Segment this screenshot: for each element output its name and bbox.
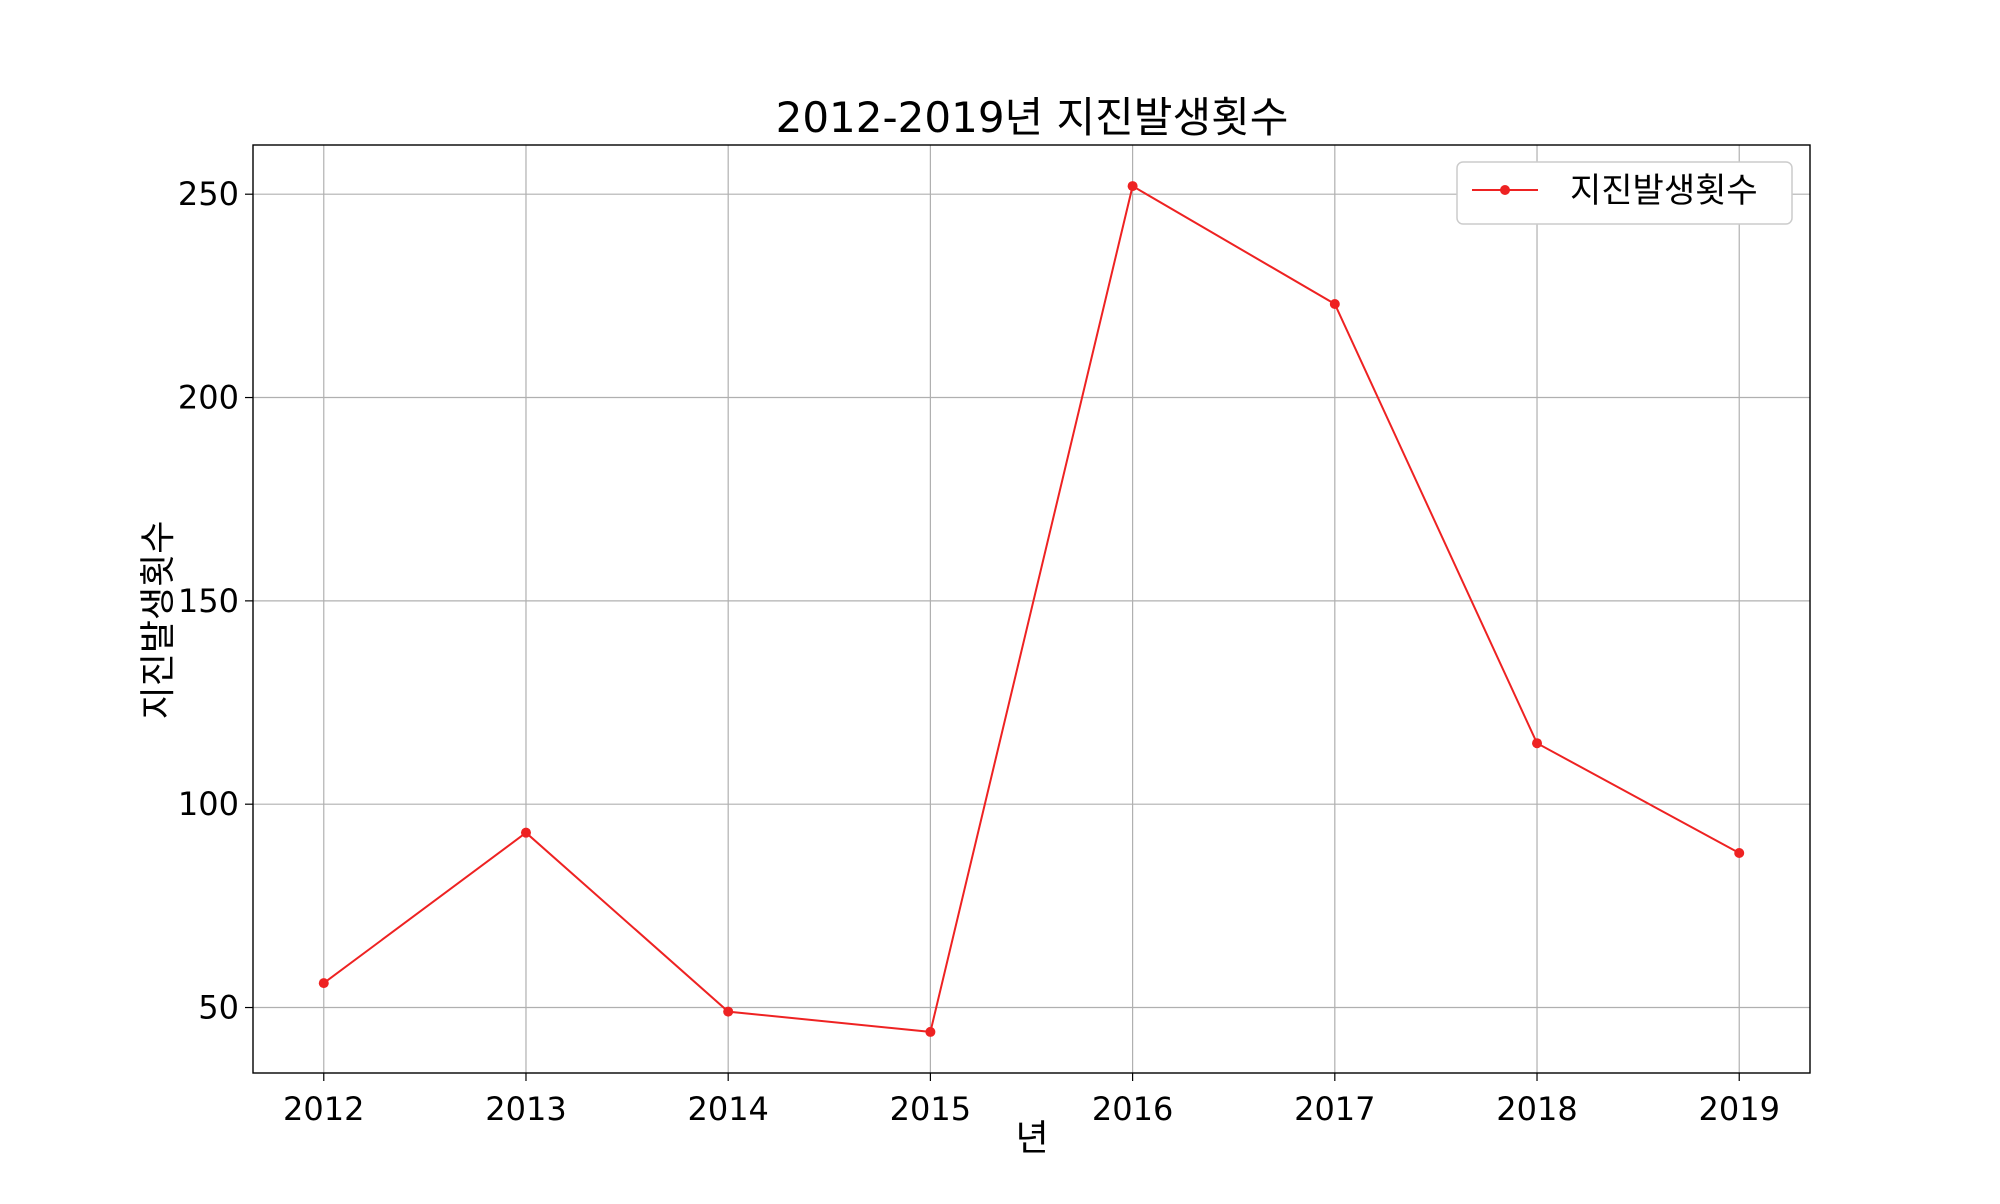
- legend-marker-swatch: [1500, 185, 1510, 195]
- data-point: [1532, 738, 1543, 749]
- axes: 2012 2013 2014 2015 2016 2017 2018 2019 50 100 150…: [178, 144, 1811, 1128]
- x-tick-label: 2017: [1294, 1090, 1375, 1128]
- legend: 지진발생횟수: [1456, 161, 1793, 225]
- data-point: [925, 1026, 936, 1037]
- data-point: [1127, 181, 1138, 192]
- legend-series-label: 지진발생횟수: [1570, 171, 1758, 211]
- chart-title: 2012-2019년 지진발생횟수: [776, 93, 1289, 142]
- grid-lines: [253, 145, 1810, 1073]
- data-point: [1734, 847, 1745, 858]
- x-tick-label: 2018: [1496, 1090, 1577, 1128]
- y-axis-label: 지진발생횟수: [138, 521, 179, 720]
- x-tick-label: 2016: [1092, 1090, 1173, 1128]
- legend-frame: [1456, 161, 1793, 225]
- y-tick-label: 200: [178, 379, 239, 417]
- x-tick-label: 2014: [687, 1090, 768, 1128]
- x-tick-label: 2013: [485, 1090, 566, 1128]
- series-line: [323, 184, 1740, 1033]
- x-tick-label: 2015: [890, 1090, 971, 1128]
- y-tick-label: 250: [178, 175, 239, 213]
- data-point: [520, 827, 531, 838]
- plot-data: [318, 181, 1745, 1037]
- y-tick-label: 50: [198, 989, 239, 1027]
- data-point: [723, 1006, 734, 1017]
- y-tick-label: 150: [178, 582, 239, 620]
- data-point: [1329, 299, 1340, 310]
- y-tick-label: 100: [178, 785, 239, 823]
- data-point: [318, 978, 329, 989]
- x-axis-label: 년: [1015, 1118, 1048, 1159]
- x-tick-label: 2012: [283, 1090, 364, 1128]
- plot-area-frame: [252, 144, 1811, 1074]
- x-tick-label: 2019: [1699, 1090, 1780, 1128]
